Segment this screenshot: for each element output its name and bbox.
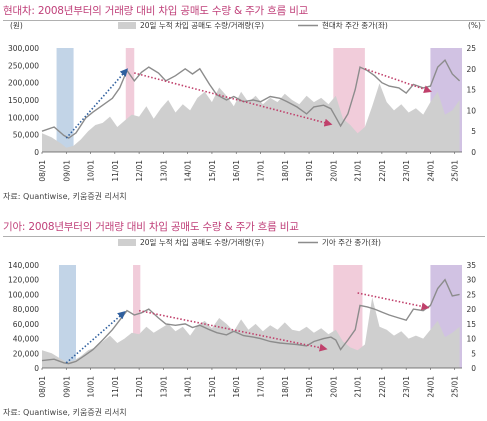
chart-source: 자료: Quantiwise, 키움증권 리서치 — [3, 408, 127, 417]
x-tick-label: 23/01 — [402, 160, 411, 182]
legend: 20일 누적 차입 공매도 수량/거래량(우) 현대차 주간 종가(좌) — [118, 20, 388, 30]
period-band — [125, 48, 135, 152]
y-right-tick-label: 0 — [471, 148, 476, 157]
x-tick-label: 24/01 — [426, 376, 435, 398]
kia-chart: 0 20,000 40,000 60,000 80,000 100,000 120,000 1… — [8, 237, 476, 398]
y-left-tick-label: 20,000 — [13, 349, 39, 358]
x-tick-label: 11/01 — [111, 376, 120, 398]
legend-label-area: 20일 누적 차입 공매도 수량/거래량(우) — [140, 237, 264, 247]
y-right-tick-label: 10 — [466, 335, 476, 344]
y-left-tick-label: 80,000 — [13, 305, 39, 314]
y-left-tick-label: 100,000 — [8, 113, 39, 122]
y-right-unit: (%) — [468, 21, 481, 30]
title-divider — [3, 20, 485, 21]
x-tick-label: 13/01 — [159, 160, 168, 182]
y-right-tick-label: 5 — [471, 127, 476, 136]
x-tick-label: 10/01 — [87, 160, 96, 182]
hyundai-chart: 0 50,000 100,000 150,000 200,000 250,000 300,0… — [8, 20, 481, 182]
hyundai-chart-panel: 현대차: 2008년부터의 거래량 대비 차입 공매도 수량 & 주가 흐름 비… — [3, 5, 485, 201]
legend: 20일 누적 차입 공매도 수량/거래량(우) 기아 주간 종가(좌) — [118, 237, 381, 247]
y-right-tick-label: 25 — [466, 290, 476, 299]
y-left-tick-label: 40,000 — [13, 335, 39, 344]
y-left-tick-label: 100,000 — [8, 290, 39, 299]
x-tick-label: 17/01 — [256, 160, 265, 182]
x-tick-label: 11/01 — [111, 160, 120, 182]
x-tick-label: 17/01 — [256, 376, 265, 398]
x-tick-label: 16/01 — [232, 376, 241, 398]
y-left-tick-label: 140,000 — [8, 261, 39, 270]
y-right-tick-label: 35 — [466, 261, 476, 270]
x-tick-label: 25/01 — [451, 160, 460, 182]
period-band — [133, 265, 141, 368]
x-tick-label: 23/01 — [402, 376, 411, 398]
chart-title: 기아: 2008년부터의 거래량 대비 차입 공매도 수량 & 주가 흐름 비교 — [3, 221, 299, 233]
x-tick-label: 19/01 — [305, 376, 314, 398]
x-tick-label: 19/01 — [305, 160, 314, 182]
y-right-tick-label: 20 — [466, 305, 476, 314]
chart-source: 자료: Quantiwise, 키움증권 리서치 — [3, 192, 127, 201]
x-tick-label: 12/01 — [135, 376, 144, 398]
price-line — [41, 278, 460, 365]
y-right-tick-label: 20 — [466, 65, 476, 74]
trend-arrow — [134, 72, 333, 127]
y-right-tick-label: 10 — [466, 106, 476, 115]
period-band — [58, 265, 76, 368]
x-tick-label: 22/01 — [378, 160, 387, 182]
price-line — [41, 58, 461, 139]
x-tick-label: 25/01 — [451, 376, 460, 398]
trend-arrow — [65, 311, 126, 364]
trend-arrow — [364, 68, 432, 94]
y-left-tick-label: 0 — [34, 364, 39, 373]
legend-swatch-area — [118, 22, 136, 29]
x-tick-label: 08/01 — [38, 376, 47, 398]
short-ratio-area — [42, 83, 460, 152]
x-tick-label: 20/01 — [329, 376, 338, 398]
y-right-tick-label: 30 — [466, 276, 476, 285]
y-right-tick-label: 15 — [466, 86, 476, 95]
short-ratio-area — [42, 297, 460, 368]
legend-label-line: 기아 주간 종가(좌) — [322, 237, 381, 247]
y-left-tick-label: 0 — [34, 148, 39, 157]
x-tick-label: 12/01 — [135, 160, 144, 182]
trend-arrow — [65, 68, 129, 139]
x-tick-label: 14/01 — [184, 376, 193, 398]
x-tick-label: 21/01 — [354, 160, 363, 182]
y-right-tick-label: 15 — [466, 320, 476, 329]
title-divider — [3, 236, 485, 237]
x-tick-label: 10/01 — [87, 376, 96, 398]
x-tick-label: 18/01 — [281, 376, 290, 398]
legend-label-area: 20일 누적 차입 공매도 수량/거래량(우) — [140, 20, 264, 30]
x-tick-label: 24/01 — [426, 160, 435, 182]
x-tick-label: 21/01 — [354, 376, 363, 398]
y-left-tick-label: 300,000 — [8, 44, 39, 53]
trend-arrow — [138, 309, 328, 352]
x-tick-label: 18/01 — [281, 160, 290, 182]
y-right-tick-label: 25 — [466, 44, 476, 53]
x-tick-label: 22/01 — [378, 376, 387, 398]
legend-swatch-area — [118, 239, 136, 246]
x-tick-label: 09/01 — [62, 376, 71, 398]
chart-title: 현대차: 2008년부터의 거래량 대비 차입 공매도 수량 & 주가 흐름 비… — [3, 5, 309, 17]
y-left-tick-label: 250,000 — [8, 61, 39, 70]
x-tick-label: 08/01 — [38, 160, 47, 182]
y-left-tick-label: 60,000 — [13, 320, 39, 329]
x-tick-label: 15/01 — [208, 160, 217, 182]
legend-label-line: 현대차 주간 종가(좌) — [322, 20, 388, 30]
y-right-tick-label: 0 — [471, 364, 476, 373]
x-tick-label: 15/01 — [208, 376, 217, 398]
y-left-unit: (원) — [10, 21, 23, 30]
y-left-tick-label: 120,000 — [8, 276, 39, 285]
x-tick-label: 09/01 — [62, 160, 71, 182]
kia-chart-panel: 기아: 2008년부터의 거래량 대비 차입 공매도 수량 & 주가 흐름 비교… — [0, 216, 487, 421]
y-left-tick-label: 150,000 — [8, 96, 39, 105]
x-tick-label: 14/01 — [184, 160, 193, 182]
x-tick-label: 20/01 — [329, 160, 338, 182]
period-band — [56, 48, 74, 152]
y-left-tick-label: 200,000 — [8, 79, 39, 88]
y-right-tick-label: 5 — [471, 349, 476, 358]
x-tick-label: 13/01 — [159, 376, 168, 398]
y-left-tick-label: 50,000 — [13, 131, 39, 140]
trend-arrow — [357, 292, 430, 311]
x-tick-label: 16/01 — [232, 160, 241, 182]
